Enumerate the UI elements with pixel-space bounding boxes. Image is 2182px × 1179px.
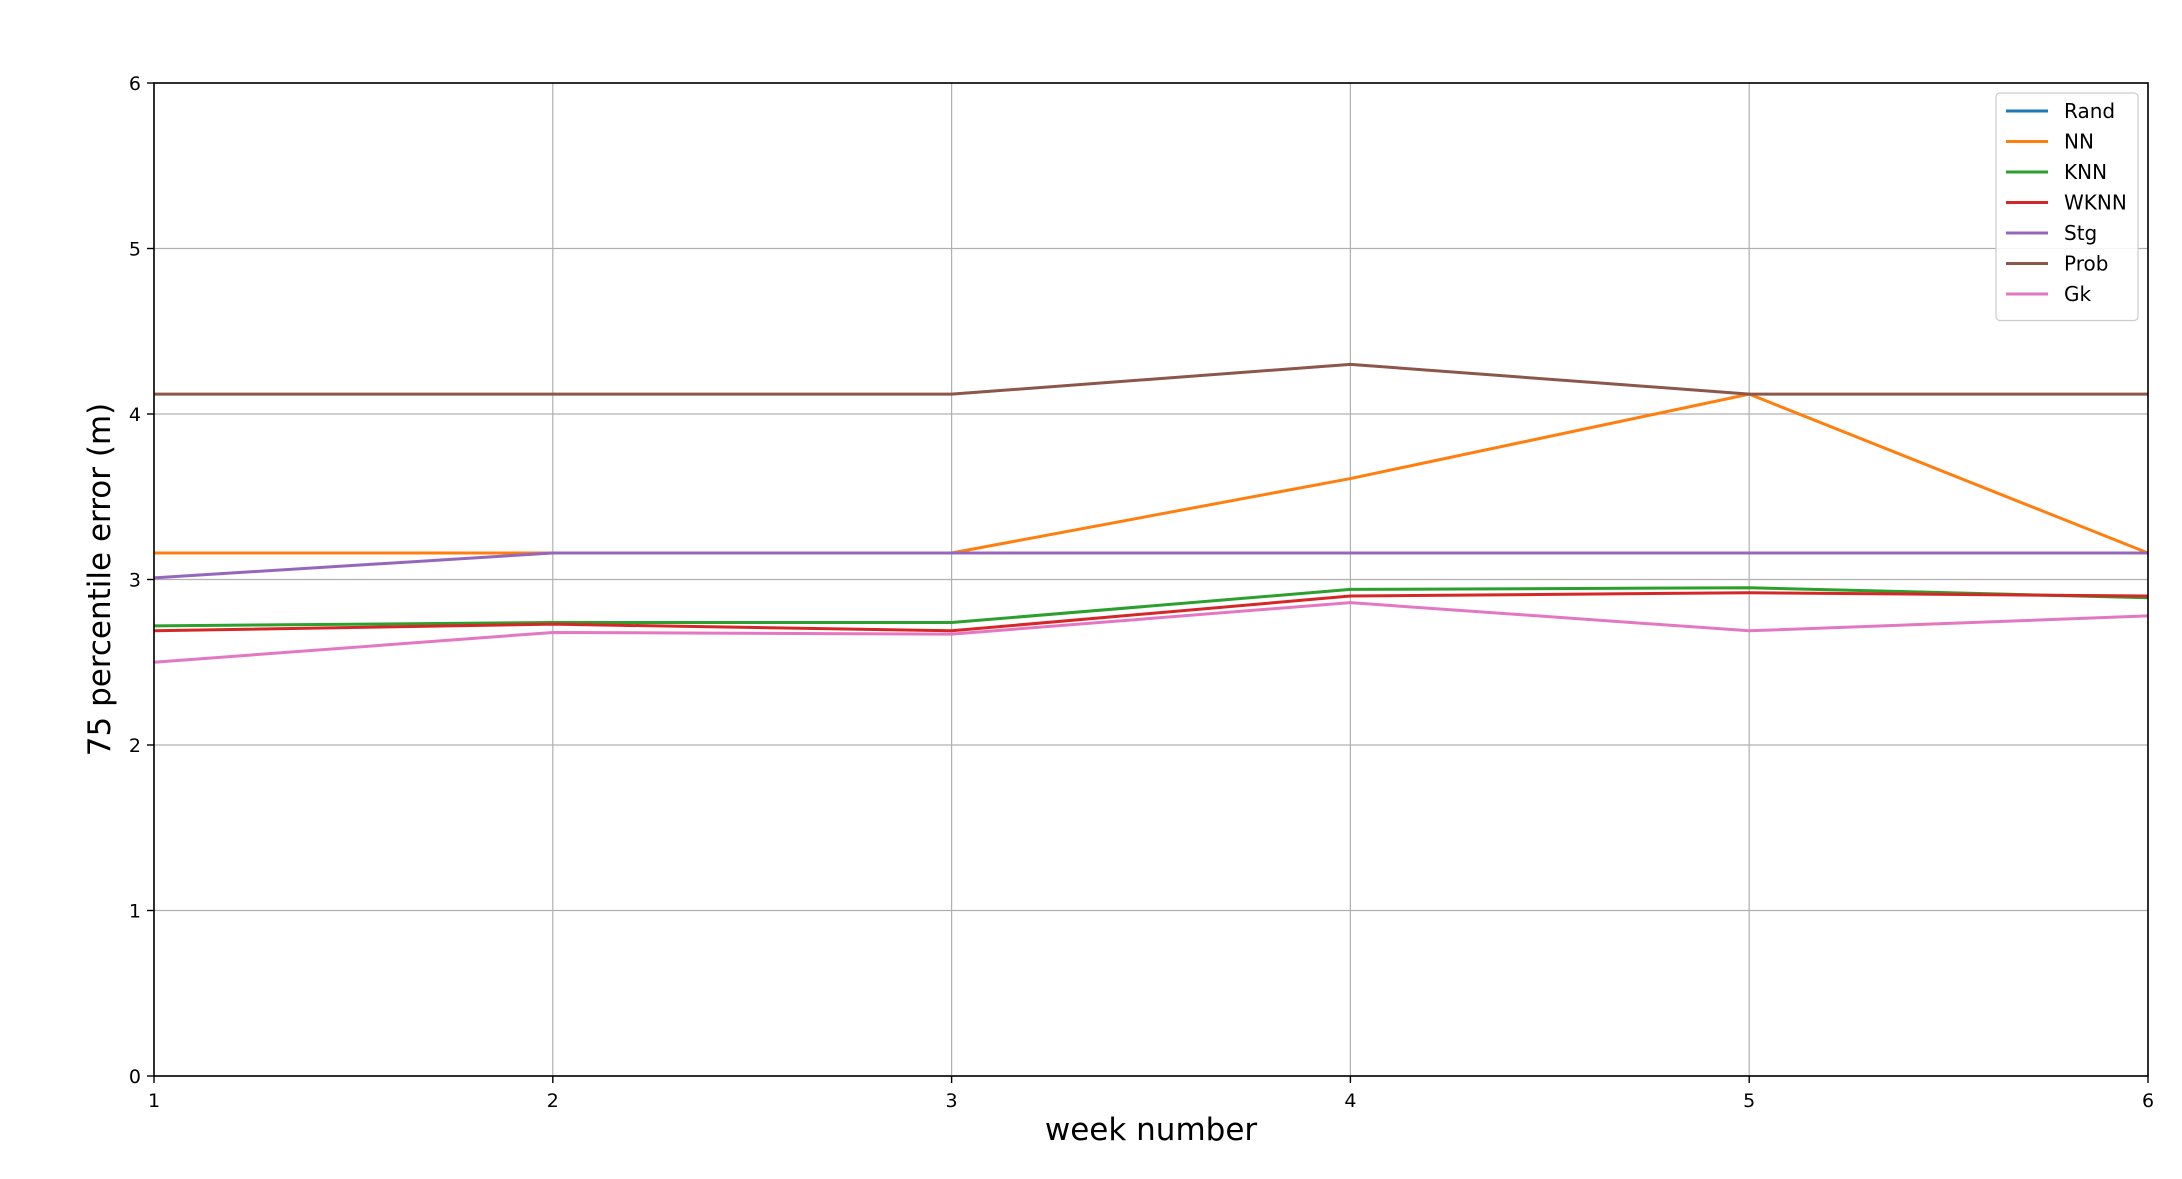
y-axis-label: 75 percentile error (m) xyxy=(82,403,118,756)
legend: Rand NN KNN WKNN Stg Prob Gk xyxy=(1995,92,2139,322)
series-line-stg xyxy=(153,551,2148,580)
legend-label-stg: Stg xyxy=(2064,221,2097,245)
x-tick-label: 3 xyxy=(946,1090,958,1112)
x-tick-label: 6 xyxy=(2142,1090,2154,1112)
series-line-prob xyxy=(154,362,2148,396)
x-tick-label: 5 xyxy=(1743,1090,1755,1112)
series-line-gk xyxy=(153,601,2149,664)
x-tick-label: 2 xyxy=(547,1090,559,1112)
y-tick-label: 6 xyxy=(129,73,141,95)
series-line-wknn xyxy=(153,591,2149,633)
x-tick-label: 4 xyxy=(1344,1090,1356,1112)
y-tick-label: 3 xyxy=(129,570,141,592)
series-lines xyxy=(153,362,2149,664)
x-axis-label: week number xyxy=(1045,1112,1258,1148)
legend-label-gk: Gk xyxy=(2064,282,2091,306)
y-tick-label: 1 xyxy=(129,901,141,923)
series-line-nn xyxy=(154,392,2149,555)
series-line-knn xyxy=(153,586,2149,628)
y-tick-label: 5 xyxy=(129,239,141,261)
legend-label-prob: Prob xyxy=(2064,252,2108,276)
legend-label-nn: NN xyxy=(2064,130,2094,154)
y-tick-label: 2 xyxy=(129,735,141,757)
x-axis-ticks: 1 2 3 4 5 6 xyxy=(148,1076,2154,1112)
grid-lines xyxy=(153,82,2149,1077)
y-tick-label: 0 xyxy=(129,1066,141,1088)
x-tick-label: 1 xyxy=(148,1090,160,1112)
y-tick-label: 4 xyxy=(129,404,141,426)
legend-label-rand: Rand xyxy=(2064,99,2115,123)
legend-label-wknn: WKNN xyxy=(2064,191,2127,215)
y-axis-ticks: 0 1 2 3 4 5 6 xyxy=(129,73,154,1088)
legend-label-knn: KNN xyxy=(2064,160,2107,184)
